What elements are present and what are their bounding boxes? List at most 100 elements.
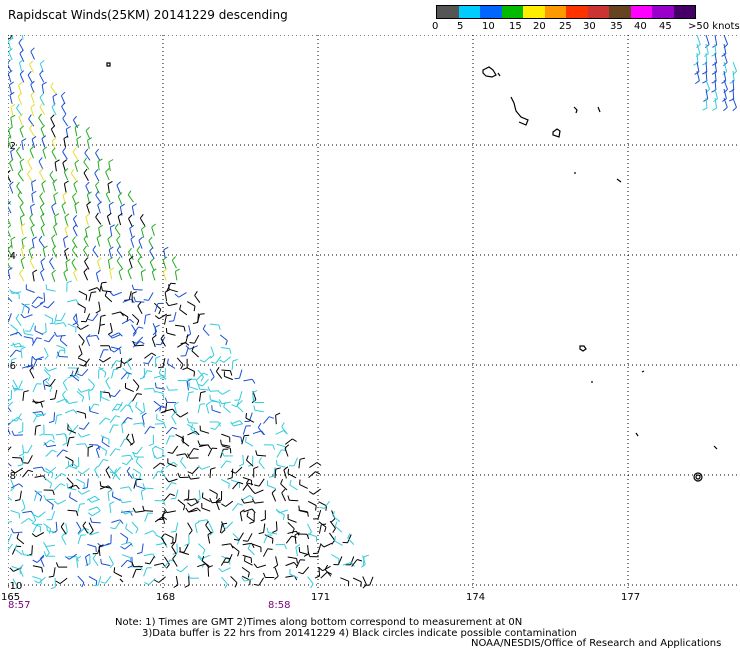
- wind-barb: [163, 556, 170, 565]
- wind-barb-flag: [116, 256, 121, 262]
- wind-barb: [97, 576, 102, 586]
- wind-barb-flag: [57, 351, 60, 357]
- wind-barb-flag: [27, 469, 34, 473]
- wind-barb-flag: [64, 247, 69, 252]
- wind-barb: [97, 459, 104, 468]
- wind-barb: [254, 501, 264, 504]
- wind-barb: [173, 311, 177, 322]
- wind-barb-flag: [219, 359, 225, 363]
- wind-barb-flag: [78, 427, 84, 430]
- wind-barb-flag: [126, 357, 131, 363]
- wind-barb-flag: [51, 137, 57, 142]
- wind-barb: [12, 379, 18, 388]
- wind-barb: [86, 194, 90, 204]
- wind-barb: [275, 556, 279, 566]
- wind-barb: [186, 498, 196, 501]
- wind-barb-flag: [287, 468, 290, 474]
- wind-barb: [23, 314, 33, 319]
- wind-barb: [51, 510, 56, 520]
- wind-barb-flag: [72, 236, 76, 241]
- wind-barb: [135, 510, 145, 513]
- wind-barb: [48, 367, 57, 372]
- wind-barb: [148, 292, 154, 301]
- wind-barb: [72, 240, 78, 249]
- wind-barb-flag: [20, 223, 26, 227]
- wind-barb-flag: [87, 512, 93, 517]
- wind-barb-flag: [209, 394, 211, 400]
- wind-barb: [289, 499, 299, 502]
- wind-barb-flag: [53, 223, 58, 228]
- wind-barb: [254, 489, 264, 495]
- wind-barb-flag: [120, 203, 125, 208]
- wind-barb-flag: [105, 377, 110, 382]
- wind-barb: [21, 303, 30, 309]
- wind-barb: [186, 392, 190, 402]
- wind-barb-flag: [103, 459, 109, 462]
- wind-barb-flag: [128, 247, 132, 253]
- wind-barb: [342, 561, 352, 566]
- wind-barb: [39, 172, 45, 181]
- wind-barb: [31, 182, 34, 192]
- wind-barb-flag: [48, 420, 55, 424]
- wind-barb: [34, 426, 37, 436]
- wind-barb: [175, 576, 179, 585]
- wind-barb-flag: [315, 505, 317, 511]
- wind-barb: [72, 196, 77, 206]
- wind-barb: [351, 559, 358, 567]
- wind-barb: [723, 52, 728, 63]
- wind-barb: [91, 521, 101, 524]
- wind-barb: [163, 249, 166, 259]
- wind-barb-flag: [138, 326, 144, 329]
- wind-barb-flag: [107, 235, 113, 240]
- wind-barb-flag: [129, 441, 135, 446]
- wind-barb-flag: [32, 338, 34, 344]
- wind-barb-flag: [72, 147, 77, 153]
- wind-barb-flag: [34, 580, 40, 584]
- wind-barb-flag: [296, 558, 298, 564]
- wind-barb: [317, 509, 322, 519]
- wind-barb: [60, 312, 66, 322]
- wind-barb: [10, 117, 13, 127]
- wind-barb: [242, 554, 252, 559]
- wind-barb-flag: [274, 575, 279, 580]
- time-label-end: 8:58: [268, 600, 291, 611]
- wind-barb: [119, 438, 126, 448]
- wind-barb-flag: [69, 436, 75, 439]
- wind-barb: [210, 346, 215, 356]
- wind-barb-flag: [62, 159, 68, 164]
- wind-barb: [166, 332, 176, 336]
- wind-barb-flag: [94, 495, 100, 500]
- wind-barb: [164, 368, 167, 378]
- wind-barb: [71, 374, 80, 382]
- wind-barb-flag: [258, 532, 264, 535]
- wind-barb-flag: [16, 181, 20, 187]
- wind-barb-flag: [71, 258, 76, 263]
- wind-barb-flag: [19, 202, 24, 208]
- wind-barb-flag: [172, 554, 177, 560]
- wind-barb-flag: [187, 471, 193, 475]
- wind-barb-flag: [128, 256, 134, 260]
- wind-barb-flag: [197, 554, 203, 560]
- wind-barb-flag: [133, 296, 136, 302]
- wind-barb: [77, 357, 87, 363]
- wind-barb: [46, 288, 56, 292]
- wind-barb-flag: [94, 169, 99, 174]
- wind-barb: [10, 151, 13, 161]
- wind-barb: [714, 43, 717, 55]
- wind-barb-flag: [53, 500, 59, 505]
- wind-barb-flag: [292, 438, 297, 442]
- wind-barb-flag: [306, 534, 310, 540]
- wind-barb: [164, 315, 167, 325]
- wind-barb: [175, 324, 185, 327]
- wind-barb-flag: [115, 448, 121, 451]
- wind-barb-flag: [275, 467, 281, 470]
- island: [552, 128, 561, 138]
- wind-barb-flag: [218, 567, 223, 573]
- wind-barb-flag: [147, 370, 153, 372]
- wind-barb-flag: [70, 168, 75, 174]
- time-label-start: 8:57: [8, 600, 31, 611]
- wind-barb-flag: [247, 572, 250, 578]
- wind-barb: [298, 459, 301, 469]
- wind-barb-flag: [72, 192, 77, 197]
- island: [597, 106, 601, 113]
